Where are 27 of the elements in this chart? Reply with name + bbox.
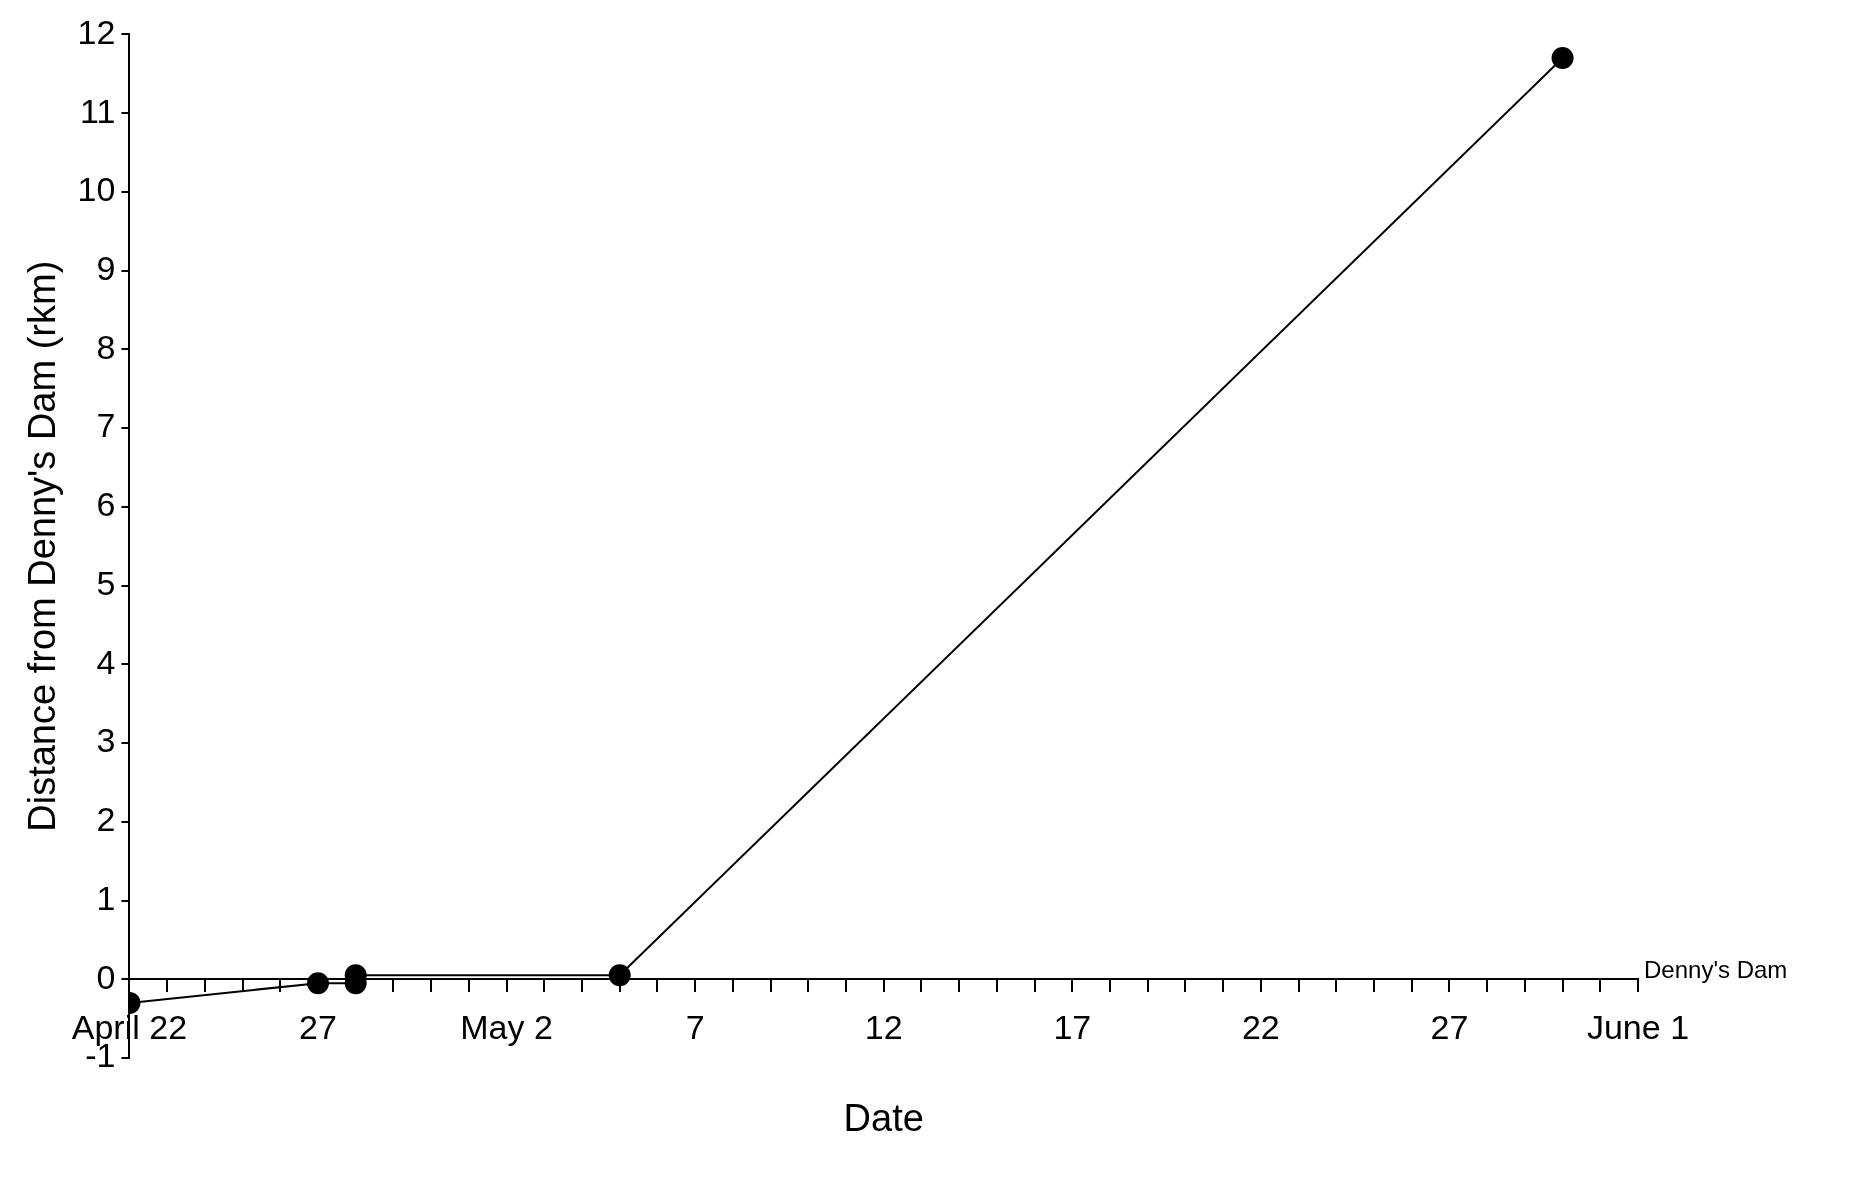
y-tick-label: 7 [96,406,116,445]
x-tick-label: 17 [1053,1008,1092,1047]
x-tick-label: 27 [299,1008,337,1047]
x-tick-label: 12 [864,1008,903,1047]
x-tick-label: June 1 [1586,1008,1690,1047]
point [306,972,329,995]
y-tick-label: 1 [96,878,116,917]
x-tick-label: 22 [1241,1008,1280,1047]
x-tick-label: May 2 [460,1008,553,1047]
y-tick-label: 8 [96,327,116,366]
y-tick-label: 4 [96,642,116,681]
y-tick-label: 10 [77,170,116,209]
point [608,964,631,987]
y-axis-title: Distance from Denny's Dam (rkm) [21,260,64,832]
y-tick-label: 5 [96,563,116,602]
x-tick-label: 27 [1430,1008,1469,1047]
x-tick-label: 7 [685,1008,705,1047]
y-tick-label: 3 [96,721,116,760]
y-tick-label: 6 [96,485,116,524]
y-tick-label: 9 [96,248,116,287]
point [1551,47,1574,70]
y-tick-label: 12 [77,12,116,51]
x-axis-title: Date [843,1097,924,1140]
y-tick-label: 11 [80,91,116,130]
y-tick-label: 2 [96,800,116,839]
text: Denny's Dam [1644,955,1788,983]
y-tick-label: 0 [96,957,116,996]
